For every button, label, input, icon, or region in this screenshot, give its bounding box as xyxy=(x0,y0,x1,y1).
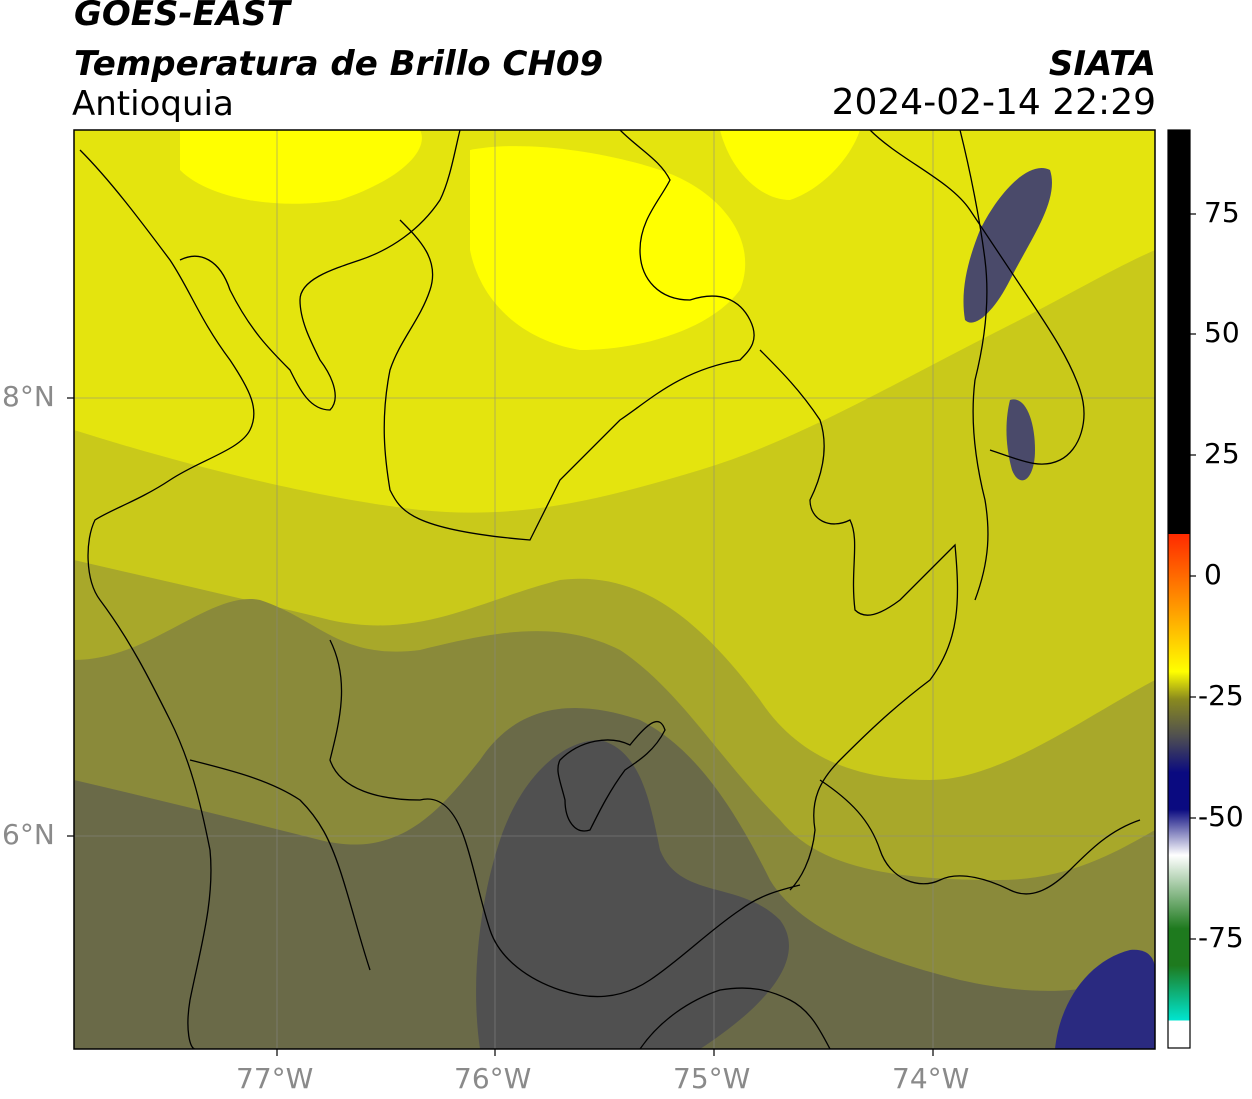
region-subtitle: Antioquia xyxy=(72,84,234,124)
colorbar xyxy=(1167,129,1196,1049)
gulf-coast xyxy=(179,130,461,411)
lon-label-74w: 74°W xyxy=(892,1062,970,1095)
lat-label-6n: 6°N xyxy=(2,818,55,851)
colorbar-label-50: 50 xyxy=(1204,316,1240,349)
magdalena-river-east xyxy=(959,130,989,601)
lat-label-8n: 8°N xyxy=(2,380,55,413)
map-frame xyxy=(73,129,1156,1050)
antioquia-border-south xyxy=(329,639,801,998)
colorbar-gradient xyxy=(1167,129,1191,1049)
colorbar-label-75: 75 xyxy=(1204,196,1240,229)
zone-navy-se xyxy=(1055,949,1155,1049)
zone-gray xyxy=(476,740,789,1049)
lon-label-77w: 77°W xyxy=(236,1062,314,1095)
medellin-area xyxy=(557,720,666,832)
temperature-field xyxy=(74,130,1155,1049)
antioquia-border-east xyxy=(759,349,959,891)
product-title: Temperatura de Brillo CH09 xyxy=(74,44,604,84)
agency-label: SIATA xyxy=(1048,44,1156,84)
state-border-sw xyxy=(189,759,371,971)
satellite-title: GOES-EAST xyxy=(74,0,290,34)
datetime-label: 2024-02-14 22:29 xyxy=(831,82,1156,123)
antioquia-border-north xyxy=(383,130,755,541)
lon-label-76w: 76°W xyxy=(454,1062,532,1095)
zone-blue-gray-ne xyxy=(963,168,1052,323)
boundaries xyxy=(79,130,1141,1049)
zone-bright-yellow-ne xyxy=(720,130,860,200)
colorbar-label-25: 25 xyxy=(1204,437,1240,470)
zone-blue-gray-mid xyxy=(1006,399,1035,481)
colorbar-label-minus25: -25 xyxy=(1198,679,1244,712)
colorbar-label-minus50: -50 xyxy=(1198,800,1244,833)
lon-label-75w: 75°W xyxy=(673,1062,751,1095)
state-border-ne xyxy=(869,130,1085,465)
coastline-west xyxy=(79,149,255,1049)
colorbar-label-0: 0 xyxy=(1204,558,1222,591)
colorbar-label-minus75: -75 xyxy=(1198,921,1244,954)
state-border-se xyxy=(819,779,1141,895)
axis-ticks xyxy=(67,397,934,1056)
zone-bright-yellow-n xyxy=(180,130,422,204)
state-border-south xyxy=(639,987,831,1049)
graticule xyxy=(74,130,1155,1049)
